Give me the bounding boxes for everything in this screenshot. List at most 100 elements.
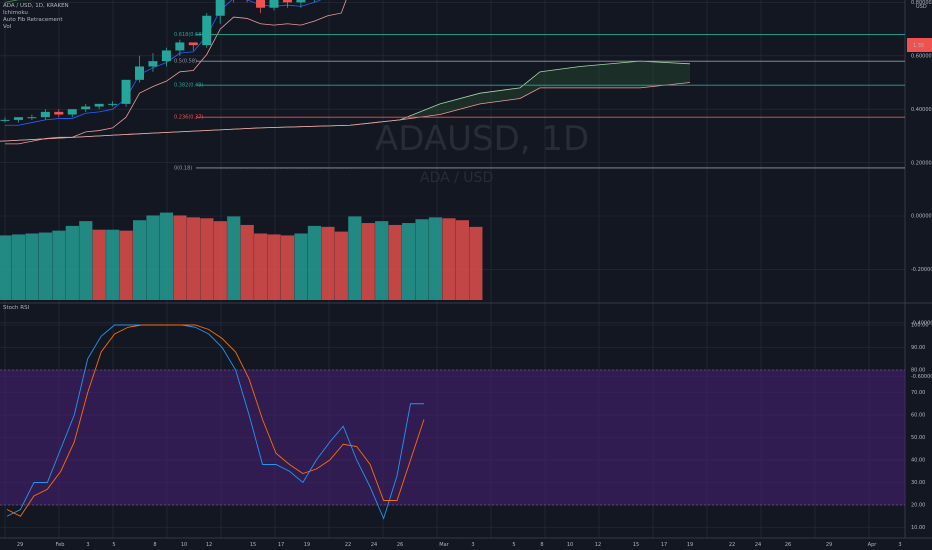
volume-oscillator	[0, 212, 483, 300]
fib-level-label: 0.236(0.37)	[174, 115, 203, 121]
time-tick-label: 8	[153, 542, 156, 548]
time-tick-label: 3	[898, 542, 901, 548]
stoch-k-line	[6, 324, 424, 520]
volume-bar	[106, 229, 120, 300]
volume-bar	[428, 217, 443, 300]
time-tick-label: Mar	[439, 542, 449, 548]
candle-body	[121, 79, 131, 104]
time-tick-label: Feb	[56, 542, 65, 548]
time-tick-label: 24	[371, 542, 377, 548]
time-tick-label: 17	[278, 542, 284, 548]
candle-body	[40, 111, 50, 118]
time-tick-label: 22	[729, 542, 735, 548]
candle-body	[54, 111, 64, 115]
time-tick-label: 10	[567, 542, 573, 548]
span-b-line	[0, 82, 691, 142]
volume-bar	[79, 221, 93, 300]
time-tick-label: 29	[17, 542, 23, 548]
volume-bar	[307, 225, 322, 300]
indicator-fib[interactable]: Auto Fib Retracement	[3, 17, 63, 23]
candle-body	[175, 42, 185, 51]
time-tick-label: 5	[512, 542, 515, 548]
base-line	[5, 0, 347, 145]
time-tick-label: 19	[687, 542, 693, 548]
candle-body	[0, 119, 10, 121]
candles[interactable]	[0, 0, 481, 123]
volume-bar	[280, 235, 295, 300]
candle-body	[81, 106, 91, 110]
ichimoku-cloud	[0, 60, 691, 142]
candle-body	[188, 42, 198, 46]
time-tick-label: 3	[471, 542, 474, 548]
volume-bar	[0, 235, 12, 300]
volume-bar	[38, 232, 53, 300]
time-tick-label: 24	[755, 542, 761, 548]
current-price-tag	[907, 38, 932, 52]
fib-level-label: 0.618(0.68)	[174, 32, 203, 38]
candle-body	[256, 0, 266, 8]
candle-body	[269, 0, 279, 8]
volume-bar	[240, 224, 254, 300]
stoch-tick-label: 30.00	[911, 480, 925, 486]
stoch-tick-label: 100.00	[911, 323, 929, 329]
current-price-label: 1.35	[913, 43, 924, 49]
fib-level-label: 0.5(0.58)	[174, 59, 197, 65]
volume-bar	[159, 212, 174, 300]
time-tick-label: 15	[633, 542, 639, 548]
cloud-fill	[0, 61, 690, 142]
candle-body	[108, 103, 118, 105]
stoch-d-line	[6, 324, 425, 517]
time-tick-label: 12	[595, 542, 601, 548]
currency-label: USD	[916, 4, 927, 10]
volume-bar	[146, 215, 160, 300]
volume-bar	[294, 233, 308, 300]
volume-bar	[200, 218, 214, 300]
stoch-tick-label: 60.00	[911, 413, 925, 419]
candle-body	[135, 66, 144, 80]
volume-bar	[402, 223, 416, 300]
volume-bar	[227, 216, 241, 300]
fib-retracement[interactable]: 1.618(1.49)1.414(1.32)1.272(1.21)1(0.99)…	[174, 0, 905, 171]
indicator-vol[interactable]: Vol	[3, 24, 12, 30]
volume-bar	[65, 225, 79, 300]
time-tick-label: Apr	[868, 542, 878, 548]
time-tick-label: 26	[397, 542, 403, 548]
stoch-tick-label: 50.00	[911, 435, 925, 441]
stoch-tick-label: 40.00	[911, 458, 925, 464]
time-tick-label: 26	[785, 542, 791, 548]
price-axis[interactable]: 1.6000001.4000001.2000001.0000000.800000…	[911, 0, 932, 380]
time-tick-label: 3	[86, 542, 89, 548]
indicator-ichimoku[interactable]: Ichimoku	[3, 10, 28, 16]
volume-bar	[254, 233, 268, 300]
fib-level-label: 0.382(0.49)	[174, 83, 203, 89]
stoch-axis[interactable]: 100.00 90.00 80.00 70.00 60.00 50.00 40.00 30.0…	[911, 323, 929, 532]
candle-body	[161, 50, 171, 62]
time-axis[interactable]: 29 Feb 3 5 8 10 12 15 17 19 22 24 26 Mar 3 5 8 10 12 15 17 19…	[17, 542, 902, 548]
volume-bar	[213, 221, 227, 300]
candle-body	[27, 117, 37, 119]
watermark-symbol: ADAUSD, 1D	[375, 119, 589, 159]
stoch-rsi-pane[interactable]	[0, 324, 905, 520]
watermark-name: ADA / USD	[420, 170, 493, 186]
volume-bar	[442, 218, 456, 300]
time-tick-label: 15	[250, 542, 256, 548]
conversion-line	[5, 0, 322, 126]
stoch-tick-label: 80.00	[911, 368, 925, 374]
candle-body	[148, 61, 158, 67]
volume-bar	[388, 224, 402, 300]
volume-bar	[119, 230, 133, 300]
time-tick-label: 12	[206, 542, 212, 548]
stoch-rsi-title[interactable]: Stoch RSI	[3, 305, 30, 311]
volume-bar	[334, 231, 348, 300]
time-tick-label: 8	[540, 542, 543, 548]
volume-bar	[267, 234, 281, 300]
volume-bar	[348, 216, 362, 300]
volume-bar	[361, 223, 375, 300]
symbol-title[interactable]: ADA / USD, 1D, KRAKEN	[3, 3, 69, 9]
